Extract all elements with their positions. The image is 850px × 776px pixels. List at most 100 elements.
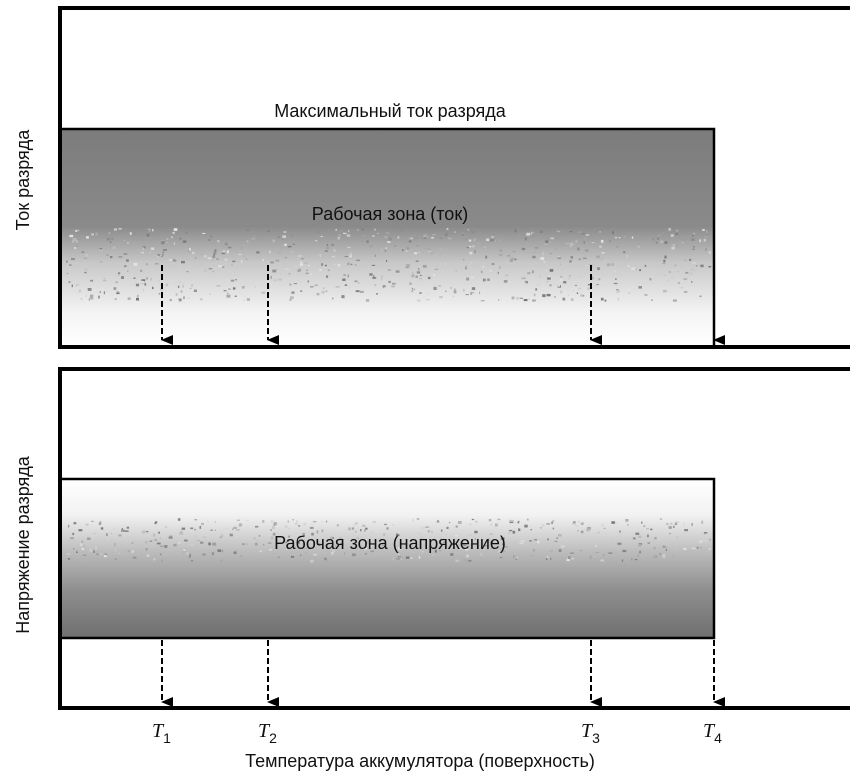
speckle-dot: [386, 259, 388, 262]
speckle-dot: [141, 279, 146, 282]
speckle-dot: [453, 290, 457, 294]
speckle-dot: [131, 541, 134, 544]
speckle-dot: [684, 259, 687, 262]
speckle-dot: [274, 522, 277, 526]
speckle-dot: [97, 550, 101, 552]
speckle-dot: [541, 252, 545, 256]
speckle-dot: [606, 249, 609, 252]
speckle-dot: [699, 297, 702, 301]
speckle-dot: [145, 236, 148, 238]
speckle-dot: [471, 287, 476, 290]
speckle-dot: [78, 529, 83, 532]
speckle-dot: [192, 251, 195, 254]
speckle-dot: [415, 260, 419, 262]
speckle-dot: [369, 273, 373, 276]
speckle-dot: [542, 250, 545, 253]
speckle-dot: [287, 520, 289, 523]
speckle-dot: [615, 290, 619, 293]
speckle-dot: [374, 254, 376, 257]
speckle-dot: [691, 238, 695, 241]
speckle-dot: [272, 532, 276, 536]
speckle-dot: [200, 252, 204, 256]
speckle-dot: [280, 272, 282, 276]
speckle-dot: [577, 520, 581, 523]
speckle-dot: [423, 234, 427, 237]
speckle-dot: [152, 286, 154, 290]
speckle-dot: [417, 299, 421, 302]
speckle-dot: [641, 521, 643, 524]
speckle-dot: [331, 552, 333, 555]
speckle-dot: [242, 255, 246, 258]
speckle-dot: [502, 550, 506, 554]
speckle-dot: [513, 555, 515, 558]
speckle-dot: [445, 290, 447, 292]
speckle-dot: [498, 550, 500, 553]
speckle-dot: [557, 255, 560, 257]
speckle-dot: [165, 242, 168, 244]
speckle-dot: [100, 553, 102, 555]
speckle-dot: [99, 249, 103, 251]
speckle-dot: [566, 559, 570, 562]
speckle-dot: [272, 526, 275, 529]
speckle-dot: [354, 280, 358, 283]
speckle-dot: [692, 262, 696, 264]
speckle-dot: [532, 299, 536, 302]
speckle-dot: [635, 268, 637, 271]
speckle-dot: [227, 246, 232, 249]
speckle-dot: [200, 541, 204, 544]
speckle-dot: [409, 282, 412, 285]
speckle-dot: [104, 553, 108, 555]
speckle-dot: [490, 523, 492, 526]
speckle-dot: [386, 527, 389, 530]
speckle-dot: [465, 548, 469, 551]
speckle-dot: [528, 298, 531, 300]
speckle-dot: [371, 264, 376, 266]
speckle-dot: [444, 234, 448, 236]
speckle-dot: [470, 292, 475, 294]
speckle-dot: [232, 260, 236, 263]
speckle-dot: [498, 239, 501, 242]
speckle-dot: [670, 234, 674, 237]
speckle-dot: [69, 234, 74, 238]
speckle-dot: [569, 260, 572, 263]
speckle-dot: [242, 543, 245, 546]
speckle-dot: [178, 542, 181, 544]
speckle-dot: [352, 527, 355, 530]
speckle-dot: [409, 237, 413, 240]
speckle-dot: [158, 531, 160, 534]
speckle-dot: [439, 296, 443, 299]
speckle-dot: [182, 240, 187, 243]
speckle-dot: [460, 540, 463, 543]
speckle-dot: [554, 296, 556, 298]
speckle-dot: [177, 518, 181, 521]
speckle-dot: [600, 297, 604, 301]
speckle-dot: [529, 540, 532, 542]
speckle-dot: [224, 242, 228, 246]
speckle-dot: [414, 236, 418, 240]
speckle-dot: [332, 549, 336, 553]
speckle-dot: [570, 242, 574, 246]
speckle-dot: [677, 270, 679, 273]
speckle-dot: [81, 548, 84, 551]
speckle-dot: [236, 519, 240, 521]
speckle-dot: [577, 247, 580, 251]
speckle-dot: [207, 257, 212, 260]
speckle-dot: [480, 270, 483, 273]
speckle-dot: [70, 537, 74, 540]
speckle-dot: [118, 228, 122, 230]
speckle-dot: [298, 268, 302, 272]
speckle-dot: [236, 232, 241, 235]
speckle-dot: [270, 276, 272, 279]
speckle-dot: [226, 250, 229, 254]
speckle-dot: [305, 552, 307, 555]
speckle-dot: [243, 548, 248, 550]
speckle-dot: [141, 530, 145, 534]
speckle-dot: [115, 281, 118, 284]
speckle-dot: [462, 288, 465, 292]
speckle-dot: [284, 257, 288, 259]
speckle-dot: [668, 228, 671, 231]
speckle-dot: [670, 522, 673, 525]
speckle-dot: [366, 240, 369, 243]
speckle-dot: [303, 522, 306, 526]
speckle-dot: [683, 547, 687, 551]
